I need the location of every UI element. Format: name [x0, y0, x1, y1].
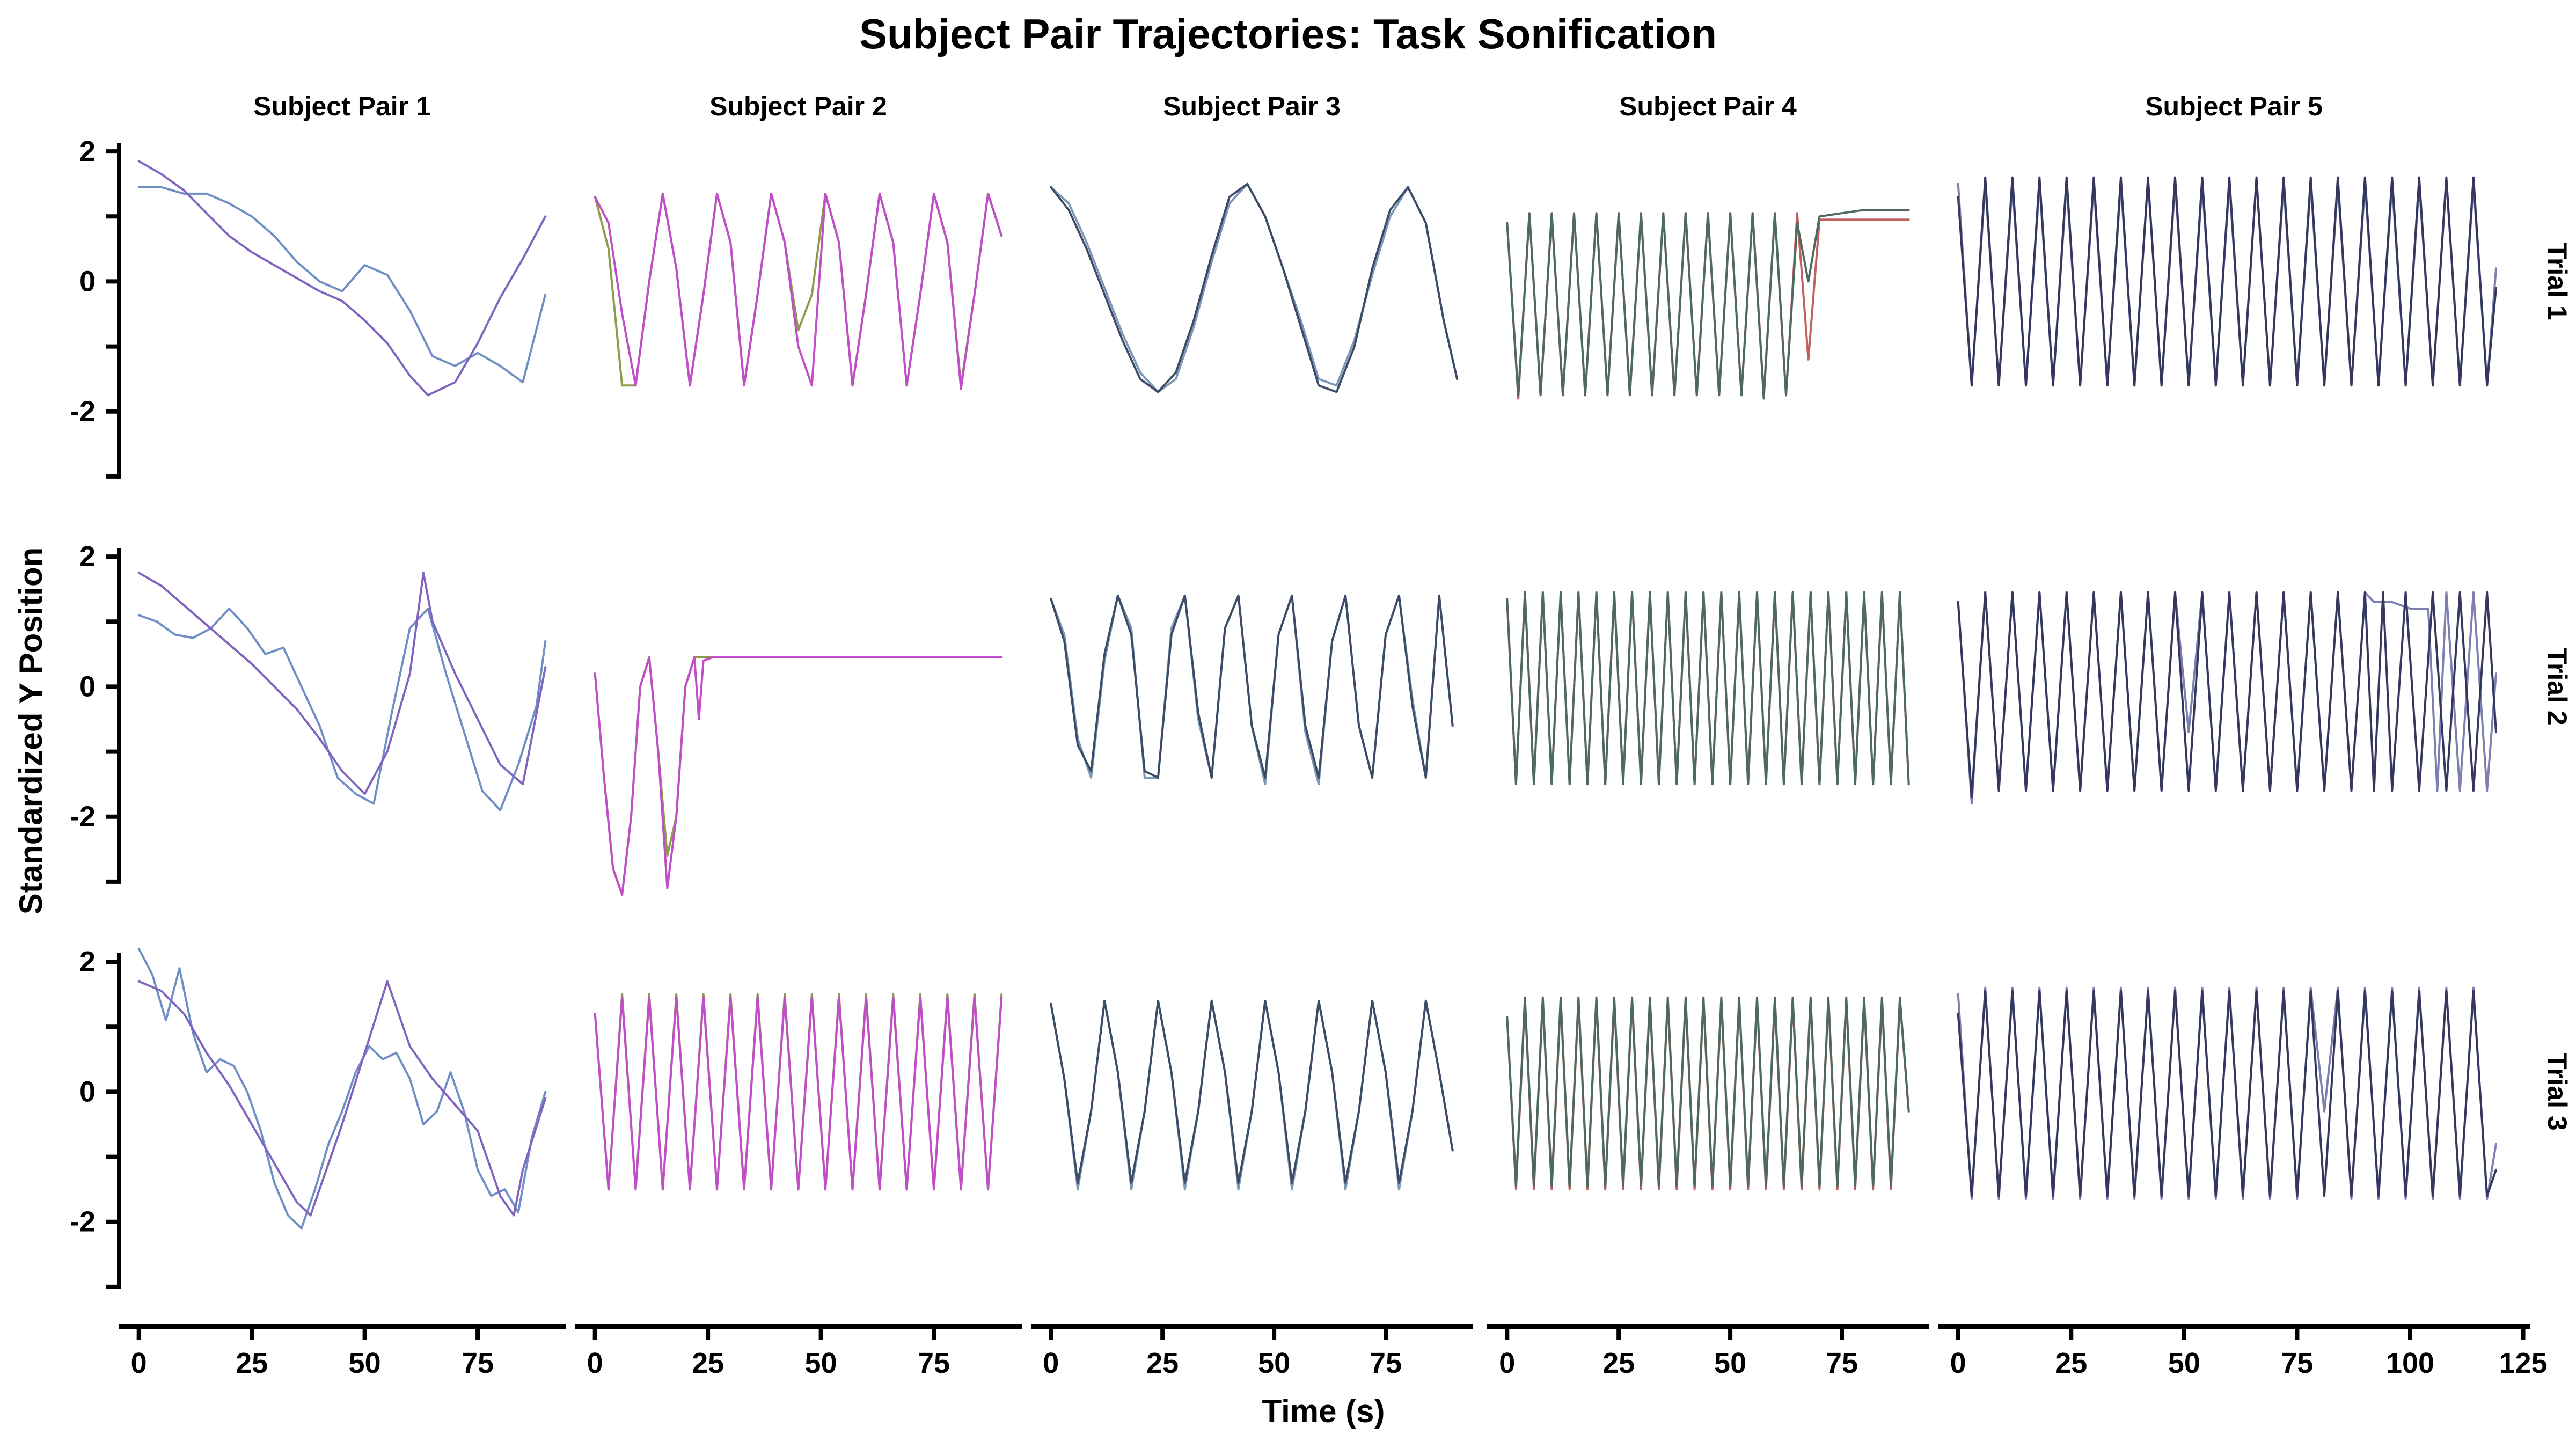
chart-panels: Subject Pair 1 Subject Pair 2 Subject Pair…	[70, 91, 2572, 1379]
series-line	[1050, 182, 1459, 393]
series-line	[594, 656, 1003, 896]
column-header: Subject Pair 4	[1619, 91, 1797, 121]
column-header: Subject Pair 2	[709, 91, 887, 121]
column-header: Subject Pair 3	[1163, 91, 1341, 121]
panel	[1050, 182, 1459, 393]
y-tick-label: 0	[79, 670, 96, 702]
x-tick-label: 0	[1499, 1347, 1515, 1379]
panel	[1506, 996, 1910, 1191]
x-tick-label: 25	[2055, 1347, 2087, 1379]
panel	[594, 656, 1003, 896]
row-label: Trial 2	[2542, 648, 2572, 726]
panel	[1506, 591, 1910, 786]
x-tick-label: 50	[1714, 1347, 1746, 1379]
series-line	[1957, 591, 2497, 799]
y-tick-label: -2	[70, 396, 96, 428]
x-tick-label: 25	[1602, 1347, 1635, 1379]
row-label: Trial 1	[2542, 243, 2572, 320]
panel	[594, 993, 1003, 1191]
y-tick-label: 0	[79, 265, 96, 297]
x-tick-label: 50	[349, 1347, 381, 1379]
row-label: Trial 3	[2542, 1053, 2572, 1131]
x-axis: 0 25 50 75	[575, 1324, 1022, 1379]
y-tick-label: 2	[79, 540, 96, 573]
series-line	[594, 192, 1003, 387]
series-line	[137, 947, 547, 1230]
series-line	[137, 608, 547, 811]
x-tick-label: 75	[2281, 1347, 2313, 1379]
series-line	[594, 996, 1003, 1191]
series-line	[137, 572, 547, 795]
panel	[1957, 176, 2497, 387]
series-line	[1506, 591, 1910, 786]
series-line	[1050, 999, 1454, 1191]
x-axis-label: Time (s)	[1262, 1393, 1385, 1429]
y-tick-label: 0	[79, 1075, 96, 1108]
y-tick-label: 2	[79, 135, 96, 167]
x-tick-label: 50	[2168, 1347, 2200, 1379]
y-axis-label: Standardized Y Position	[13, 547, 49, 915]
series-line	[1957, 176, 2497, 387]
y-tick-label: -2	[70, 801, 96, 833]
chart-title: Subject Pair Trajectories: Task Sonifica…	[859, 10, 1717, 57]
x-tick-label: 75	[1826, 1347, 1858, 1379]
panel	[137, 572, 547, 811]
x-tick-label: 50	[1258, 1347, 1290, 1379]
panel	[1957, 986, 2497, 1201]
x-tick-label: 75	[918, 1347, 950, 1379]
y-axis: 2 0 -2	[70, 946, 121, 1289]
series-line	[594, 656, 1003, 896]
x-tick-label: 0	[587, 1347, 603, 1379]
x-tick-label: 50	[805, 1347, 837, 1379]
x-tick-label: 100	[2386, 1347, 2434, 1379]
x-tick-label: 0	[1043, 1347, 1059, 1379]
y-axis: 2 0 -2	[70, 540, 121, 884]
x-axis: 0 25 50 75	[1031, 1324, 1473, 1379]
x-tick-label: 0	[131, 1347, 147, 1379]
x-tick-label: 75	[1370, 1347, 1402, 1379]
y-tick-label: 2	[79, 946, 96, 978]
panel	[1957, 591, 2497, 805]
series-line	[137, 980, 547, 1217]
panel	[1050, 594, 1454, 786]
series-line	[1506, 209, 1910, 400]
series-line	[1506, 996, 1910, 1188]
series-line	[594, 192, 1003, 390]
y-tick-label: -2	[70, 1206, 96, 1238]
x-axis: 0 25 50 75 100 125	[1938, 1324, 2548, 1379]
x-tick-label: 25	[236, 1347, 268, 1379]
x-tick-label: 25	[1146, 1347, 1179, 1379]
panel	[1506, 209, 1910, 400]
x-tick-label: 0	[1950, 1347, 1966, 1379]
column-header: Subject Pair 5	[2145, 91, 2323, 121]
series-line	[137, 160, 547, 397]
panel	[137, 947, 547, 1230]
panel	[594, 192, 1003, 390]
x-tick-label: 25	[692, 1347, 724, 1379]
panel	[137, 160, 547, 397]
x-axis: 0 25 50 75	[1487, 1324, 1929, 1379]
series-line	[137, 186, 547, 384]
series-line	[1050, 594, 1454, 779]
series-line	[1050, 182, 1459, 393]
panel	[1050, 999, 1454, 1191]
column-header: Subject Pair 1	[253, 91, 431, 121]
series-line	[1957, 990, 2497, 1197]
series-line	[1050, 999, 1454, 1184]
x-tick-label: 75	[462, 1347, 494, 1379]
x-tick-label: 125	[2499, 1347, 2548, 1379]
x-axis: 0 25 50 75	[119, 1324, 566, 1379]
y-axis: 2 0 -2	[70, 135, 121, 479]
